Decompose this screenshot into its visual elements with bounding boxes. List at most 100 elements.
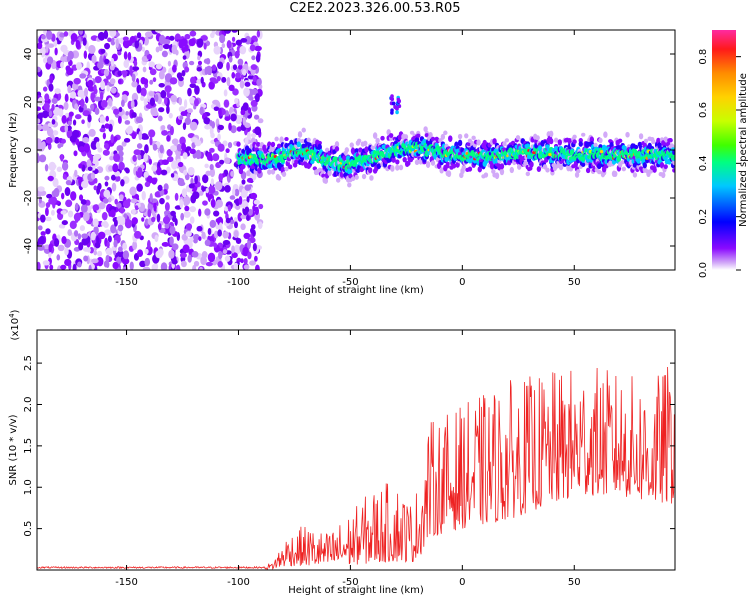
spectral-cell — [301, 127, 306, 133]
spectral-cell — [213, 106, 220, 112]
spectral-cell — [176, 264, 181, 270]
spectral-cell — [91, 155, 99, 165]
spectral-cell — [161, 241, 170, 247]
spectral-cell — [105, 247, 113, 256]
spectral-cell — [174, 218, 178, 226]
spectral-cell — [37, 186, 45, 192]
spectral-cell — [162, 216, 171, 225]
spectral-cell — [214, 181, 223, 191]
spectral-cell — [306, 137, 311, 143]
spectral-cell — [132, 154, 137, 162]
spectral-cell — [222, 108, 226, 115]
spectral-cell — [64, 258, 72, 267]
spectral-cell — [253, 199, 260, 205]
snr-series-line — [37, 366, 675, 570]
spectral-cell — [80, 204, 88, 213]
spectral-cell — [109, 30, 117, 38]
spectral-cell — [82, 137, 90, 144]
spectral-cell — [221, 43, 226, 49]
spectral-cell — [143, 171, 149, 178]
spectral-cell — [74, 114, 82, 120]
spectral-cell — [88, 264, 92, 270]
spectral-cell — [205, 187, 209, 194]
spectral-cell — [37, 42, 43, 50]
spectral-cell — [643, 138, 649, 144]
spectral-cell — [198, 208, 202, 217]
spectral-cell — [131, 217, 138, 225]
spectral-cell — [414, 137, 420, 144]
spectral-cell — [317, 140, 322, 146]
spectral-cell — [334, 141, 340, 148]
spectral-cell — [129, 261, 134, 270]
spectral-cell — [239, 80, 245, 89]
spectral-cell — [54, 47, 58, 56]
spectral-cell — [230, 125, 237, 134]
spectral-cell — [652, 166, 657, 173]
spectral-cell — [212, 99, 220, 105]
spectral-cell — [74, 103, 79, 111]
spectral-cell — [113, 219, 118, 227]
spectral-cell — [672, 154, 675, 160]
spectral-cell — [247, 251, 252, 260]
spectral-cell — [121, 99, 125, 107]
spectral-cell — [396, 97, 401, 102]
spectral-cell — [536, 166, 542, 173]
spectral-cell — [190, 177, 194, 185]
spectral-cell — [40, 231, 46, 236]
spectral-cell — [96, 61, 104, 69]
spectral-cell — [160, 169, 168, 176]
spectral-cell — [144, 181, 151, 188]
spectral-cell — [37, 97, 45, 106]
spectral-cell — [224, 116, 231, 121]
spectral-cell — [235, 114, 243, 125]
spectral-cell — [196, 225, 203, 232]
spectral-cell — [66, 67, 74, 76]
spectral-cell — [574, 171, 580, 178]
y-tick-label: 20 — [23, 96, 34, 109]
spectral-cell — [51, 103, 55, 111]
spectral-cell — [145, 104, 153, 109]
spectral-cell — [148, 91, 155, 97]
spectral-cell — [158, 44, 163, 52]
x-tick-label: -150 — [115, 577, 138, 588]
spectral-cell — [61, 115, 67, 124]
spectral-cell — [344, 147, 350, 153]
spectral-cell — [144, 248, 149, 255]
spectral-cell — [203, 42, 207, 50]
spectral-cell — [170, 94, 178, 103]
spectral-cell — [53, 187, 60, 198]
spectral-cell — [263, 147, 268, 154]
spectral-cell — [395, 164, 400, 171]
spectral-cell — [37, 140, 43, 149]
spectral-cell — [129, 186, 137, 196]
spectral-cell — [46, 127, 54, 137]
spectral-cell — [416, 133, 421, 138]
spectral-cell — [149, 97, 156, 107]
spectral-cell — [70, 33, 78, 42]
spectral-cell — [184, 205, 190, 212]
spectral-cell — [90, 231, 96, 241]
spectral-cell — [425, 161, 431, 168]
spectral-cell — [223, 89, 228, 97]
spectral-cell — [242, 116, 247, 126]
spectral-cell — [172, 64, 177, 73]
spectral-cell — [162, 43, 171, 50]
spectral-cell — [185, 223, 193, 231]
spectral-cell — [176, 143, 182, 152]
spectrogram-x-axis-label: Height of straight line (km) — [288, 285, 424, 296]
spectral-cell — [181, 142, 187, 152]
spectral-cell — [93, 136, 100, 143]
spectral-cell — [187, 254, 192, 263]
figure-title: C2E2.2023.326.00.53.R05 — [289, 1, 461, 16]
spectral-cell — [104, 123, 110, 129]
spectral-cell — [163, 183, 169, 191]
spectral-cell — [178, 76, 184, 82]
spectral-cell — [227, 204, 231, 211]
spectral-cell — [103, 189, 111, 198]
spectral-cell — [187, 133, 195, 139]
spectral-cell — [235, 72, 241, 79]
spectral-cell — [234, 188, 240, 197]
spectral-cell — [243, 264, 250, 270]
spectral-cell — [112, 163, 119, 173]
spectral-cell — [58, 223, 65, 229]
